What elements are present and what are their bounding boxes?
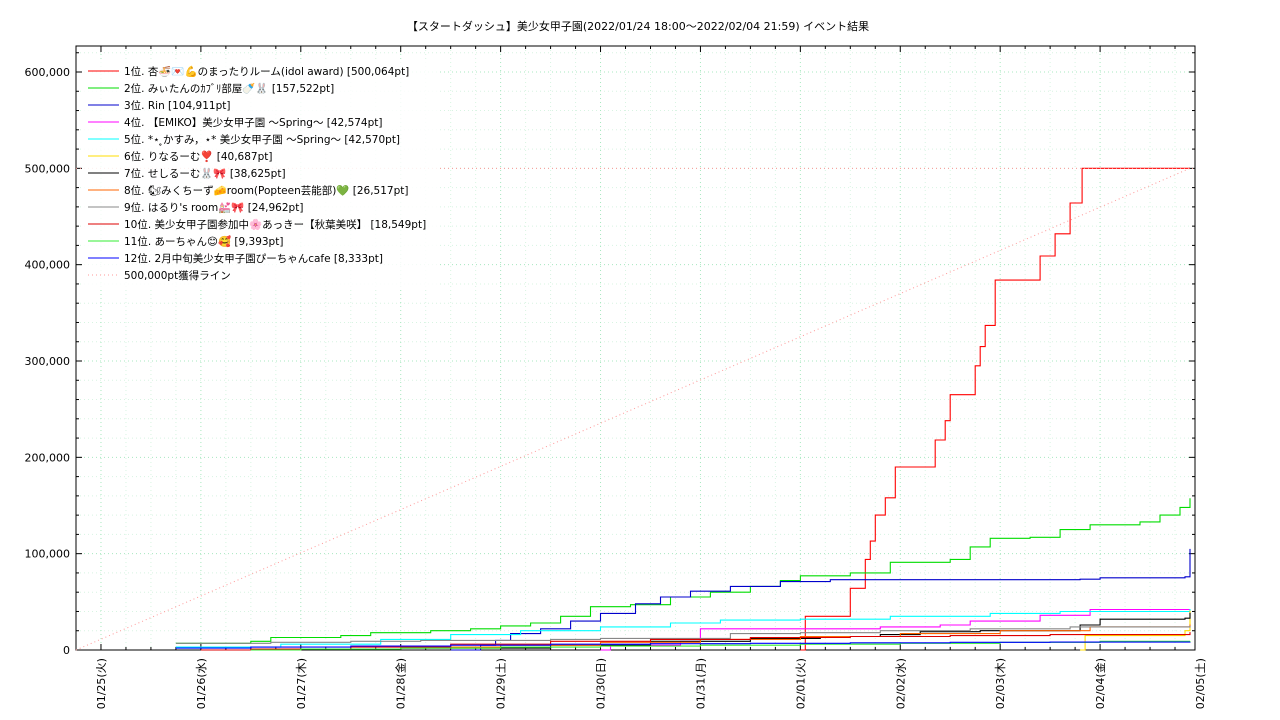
legend-entry: 11位. あーちゃん😊🥰 [9,393pt] xyxy=(124,235,283,248)
x-tick-label: 02/05(土) xyxy=(1194,658,1207,709)
x-tick-label: 01/28(金) xyxy=(394,658,408,709)
series-line xyxy=(200,632,1191,651)
legend-entry: 500,000pt獲得ライン xyxy=(124,269,231,282)
series-line xyxy=(175,641,1191,649)
x-tick-label: 01/25(火) xyxy=(95,658,108,709)
series-lines xyxy=(75,167,1195,651)
y-tick-label: 500,000 xyxy=(25,162,71,175)
x-tick-label: 01/29(土) xyxy=(495,658,508,709)
legend-background xyxy=(82,60,437,289)
legend-entry: 5位. *⋆ ̥かすみ，⋆* 美少女甲子園 〜Spring〜 [42,570pt… xyxy=(124,133,400,146)
legend-entry: 4位. 【EMIKO】美少女甲子園 〜Spring〜 [42,574pt] xyxy=(124,116,383,129)
legend-entry: 8位. 🐿みくちーず🧀room(Popteen芸能部)💚 [26,517pt] xyxy=(124,184,408,197)
x-tick-label: 01/27(木) xyxy=(295,658,308,709)
y-axis: 0 100,000 200,000 300,000 400,000 500,000 600,… xyxy=(25,52,1195,657)
x-tick-label: 02/02(水) xyxy=(894,658,907,709)
legend-entry: 10位. 美少女甲子園参加中🌸あっきー【秋葉美咲】 [18,549pt] xyxy=(124,218,426,231)
x-tick-label: 02/03(木) xyxy=(994,658,1007,709)
x-tick-label: 01/30(日) xyxy=(595,658,608,709)
y-tick-label: 400,000 xyxy=(25,259,71,272)
legend-entry: 1位. 杏🍜💌💪のまったりルーム(idol award) [500,064pt] xyxy=(124,65,409,78)
series-line xyxy=(1080,610,1191,651)
x-tick-label: 01/31(月) xyxy=(694,658,707,709)
legend-entry: 2位. みぃたんのｶﾌﾞﾘ部屋🍼🐰 [157,522pt] xyxy=(124,82,334,95)
series-line xyxy=(175,609,1191,648)
y-tick-label: 0 xyxy=(63,644,70,657)
y-tick-label: 200,000 xyxy=(25,451,71,464)
legend-entry: 7位. せしるーむ🐰🎀 [38,625pt] xyxy=(124,167,286,180)
series-line xyxy=(175,626,1191,644)
legend-entry: 6位. りなるーむ❣️ [40,687pt] xyxy=(124,150,272,163)
series-line xyxy=(600,608,1191,651)
series-line xyxy=(800,167,1190,651)
x-tick-label: 02/01(火) xyxy=(794,658,807,709)
legend-entry: 9位. はるり's room💒🎀 [24,962pt] xyxy=(124,201,303,214)
y-tick-label: 600,000 xyxy=(25,66,71,79)
x-tick-label: 02/04(金) xyxy=(1093,658,1107,709)
y-tick-label: 100,000 xyxy=(25,548,71,561)
legend: 1位. 杏🍜💌💪のまったりルーム(idol award) [500,064pt]… xyxy=(82,60,437,289)
chart-title: 【スタートダッシュ】美少女甲子園(2022/01/24 18:00～2022/0… xyxy=(407,19,869,33)
legend-entry: 12位. 2月中旬美少女甲子園ぴーちゃんcafe [8,333pt] xyxy=(124,252,383,265)
legend-entry: 3位. Rin [104,911pt] xyxy=(124,99,230,112)
plot-frame xyxy=(75,45,1196,651)
x-tick-label: 01/26(水) xyxy=(195,658,208,709)
y-tick-label: 300,000 xyxy=(25,355,71,368)
